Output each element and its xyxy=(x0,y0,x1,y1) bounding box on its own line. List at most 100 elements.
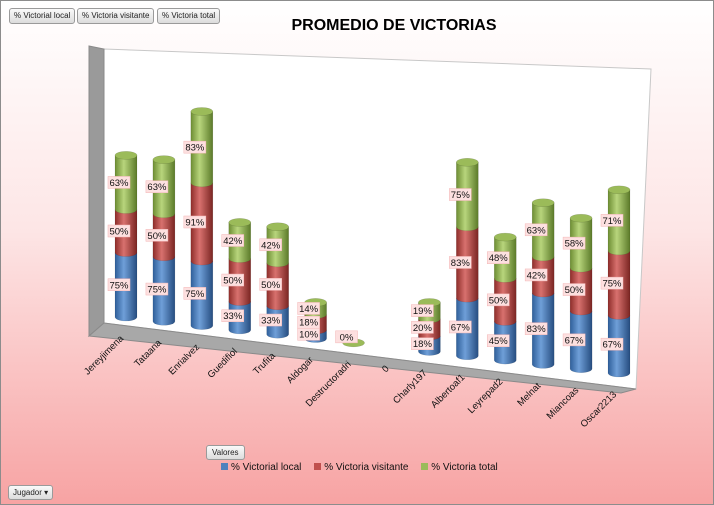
svg-text:18%: 18% xyxy=(413,339,433,350)
data-label-total: 63% xyxy=(145,180,169,193)
legend-item-visitante: % Victoria visitante xyxy=(314,461,408,475)
svg-text:75%: 75% xyxy=(185,289,205,300)
bar-cap xyxy=(190,107,214,116)
chart-title: PROMEDIO DE VICTORIAS xyxy=(291,17,497,34)
data-label-total: 63% xyxy=(524,223,548,236)
legend-swatch-total xyxy=(421,463,429,470)
svg-text:50%: 50% xyxy=(489,295,509,306)
data-label-visitante: 91% xyxy=(183,215,207,228)
data-label-local: 10% xyxy=(297,327,320,341)
category-label: Miancoas xyxy=(545,385,582,422)
category-label: Enrialvez xyxy=(167,342,203,378)
data-label-local: 67% xyxy=(600,337,624,351)
legend-label-visitante: % Victoria visitante xyxy=(324,462,409,473)
data-label-visitante: 20% xyxy=(411,321,434,334)
svg-text:20%: 20% xyxy=(413,323,433,334)
data-label-local: 75% xyxy=(183,287,207,300)
data-label-local: 33% xyxy=(259,313,282,327)
bar-cap xyxy=(266,222,289,231)
floor xyxy=(87,322,637,394)
svg-text:91%: 91% xyxy=(185,217,205,228)
svg-text:45%: 45% xyxy=(489,336,509,347)
data-label-local: 83% xyxy=(524,322,548,335)
svg-text:83%: 83% xyxy=(185,143,205,154)
data-label-local: 33% xyxy=(221,309,245,322)
svg-text:75%: 75% xyxy=(147,285,167,296)
legend: % Victorial local % Victoria visitante %… xyxy=(221,461,508,475)
category-label: Albertoaf1 xyxy=(429,372,467,410)
field-button-visitante[interactable]: % Victoria visitante xyxy=(77,8,155,24)
svg-text:0%: 0% xyxy=(340,332,354,343)
svg-text:18%: 18% xyxy=(299,318,319,329)
svg-text:42%: 42% xyxy=(261,240,281,251)
svg-text:63%: 63% xyxy=(527,225,547,236)
bar-cap xyxy=(531,198,555,207)
svg-text:83%: 83% xyxy=(451,258,471,269)
legend-label-total: % Victoria total xyxy=(431,462,498,473)
data-label-local: 75% xyxy=(145,282,169,296)
category-label: Aldogar xyxy=(285,355,316,386)
bar-cap xyxy=(569,213,593,223)
bar-cap xyxy=(607,185,631,195)
field-button-local[interactable]: % Victorial local xyxy=(9,8,76,24)
data-label-visitante: 50% xyxy=(145,229,169,242)
bar-cap xyxy=(456,158,479,167)
svg-text:63%: 63% xyxy=(109,178,129,189)
data-label-total: 58% xyxy=(562,236,586,250)
side-wall xyxy=(88,45,105,338)
data-label-visitante: 18% xyxy=(297,315,320,329)
data-label-local: 67% xyxy=(449,320,472,333)
field-button-total[interactable]: % Victoria total xyxy=(157,8,221,24)
data-label-visitante: 50% xyxy=(562,283,586,296)
svg-text:67%: 67% xyxy=(451,322,471,333)
data-label-total: 14% xyxy=(297,302,320,315)
svg-text:19%: 19% xyxy=(413,306,433,317)
data-label-visitante: 50% xyxy=(259,278,282,291)
data-label-local: 0% xyxy=(335,330,358,343)
svg-text:14%: 14% xyxy=(299,304,319,315)
svg-text:83%: 83% xyxy=(527,324,547,335)
category-label: Guedifiol xyxy=(206,346,240,380)
data-label-total: 42% xyxy=(221,234,245,247)
data-label-visitante: 50% xyxy=(107,224,131,238)
svg-text:50%: 50% xyxy=(223,276,243,287)
svg-text:75%: 75% xyxy=(109,280,129,291)
data-label-visitante: 75% xyxy=(600,276,624,290)
svg-text:67%: 67% xyxy=(602,340,622,351)
svg-text:42%: 42% xyxy=(223,236,243,247)
svg-text:75%: 75% xyxy=(451,190,471,201)
data-label-local: 18% xyxy=(411,337,434,350)
category-label: Jereyjimena xyxy=(82,333,126,377)
data-label-total: 63% xyxy=(107,176,131,189)
data-label-total: 48% xyxy=(486,251,510,264)
valores-button[interactable]: Valores xyxy=(206,445,245,460)
legend-label-local: % Victorial local xyxy=(231,462,302,473)
data-label-total: 83% xyxy=(183,140,207,154)
svg-text:50%: 50% xyxy=(109,227,129,238)
data-label-local: 45% xyxy=(486,334,510,347)
legend-swatch-visitante xyxy=(314,463,322,470)
jugador-label: Jugador xyxy=(13,488,42,497)
data-label-visitante: 50% xyxy=(221,273,245,287)
svg-text:50%: 50% xyxy=(565,285,585,296)
legend-item-local: % Victorial local xyxy=(221,461,301,475)
category-label: Oscar2213 xyxy=(578,389,619,430)
svg-text:50%: 50% xyxy=(261,280,281,291)
svg-text:42%: 42% xyxy=(527,270,547,281)
svg-text:71%: 71% xyxy=(602,216,622,227)
bar-cap xyxy=(114,151,138,160)
bar-cap xyxy=(152,155,176,164)
svg-text:33%: 33% xyxy=(261,316,281,327)
legend-swatch-local xyxy=(221,463,228,470)
jugador-dropdown[interactable]: Jugador ▾ xyxy=(8,485,54,500)
category-label: 0 xyxy=(380,363,392,375)
category-label: Leyrepad2 xyxy=(466,376,506,416)
data-label-visitante: 83% xyxy=(449,256,472,269)
svg-text:75%: 75% xyxy=(602,279,622,290)
svg-text:48%: 48% xyxy=(489,253,509,264)
data-label-visitante: 50% xyxy=(486,293,510,306)
data-label-total: 19% xyxy=(411,304,434,317)
svg-text:10%: 10% xyxy=(299,330,319,341)
